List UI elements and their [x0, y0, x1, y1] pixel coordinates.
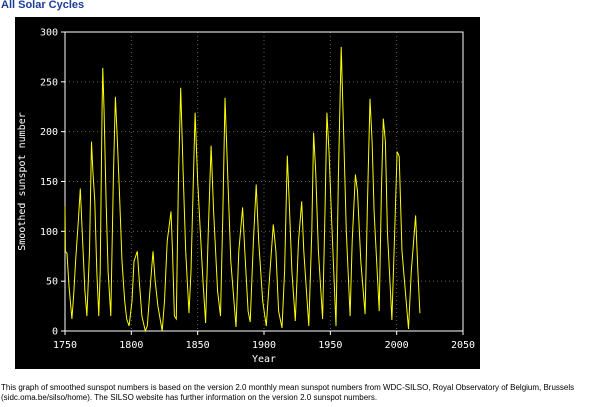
- y-tick-label: 0: [52, 327, 58, 338]
- x-tick-label: 1800: [119, 340, 143, 351]
- y-tick-label: 50: [46, 277, 58, 288]
- sunspot-chart: 1750 1800 1850 1900 1950 2000 2050 0 50 100 150 200…: [15, 17, 480, 369]
- y-tick-label: 150: [40, 177, 58, 188]
- x-tick-label: 2050: [451, 340, 475, 351]
- y-tick-label: 100: [40, 227, 58, 238]
- x-tick-label: 2000: [385, 340, 409, 351]
- x-tick-label: 1750: [53, 340, 77, 351]
- x-tick-label: 1850: [186, 340, 210, 351]
- axis-ticks: 1750 1800 1850 1900 1950 2000 2050 0 50 100 150 200…: [40, 28, 475, 352]
- page-title: All Solar Cycles: [1, 0, 85, 11]
- y-tick-label: 200: [40, 127, 58, 138]
- x-tick-label: 1950: [318, 340, 342, 351]
- y-tick-label: 300: [40, 28, 58, 39]
- y-tick-label: 250: [40, 77, 58, 88]
- y-axis-label: Smoothed sunspot number: [17, 112, 28, 250]
- chart-panel: 1750 1800 1850 1900 1950 2000 2050 0 50 100 150 200…: [15, 17, 480, 369]
- x-axis-label: Year: [252, 354, 276, 365]
- x-tick-label: 1900: [252, 340, 276, 351]
- chart-caption: This graph of smoothed sunspot numbers i…: [1, 383, 575, 402]
- series-line: [64, 46, 421, 333]
- chart-background: [15, 17, 480, 369]
